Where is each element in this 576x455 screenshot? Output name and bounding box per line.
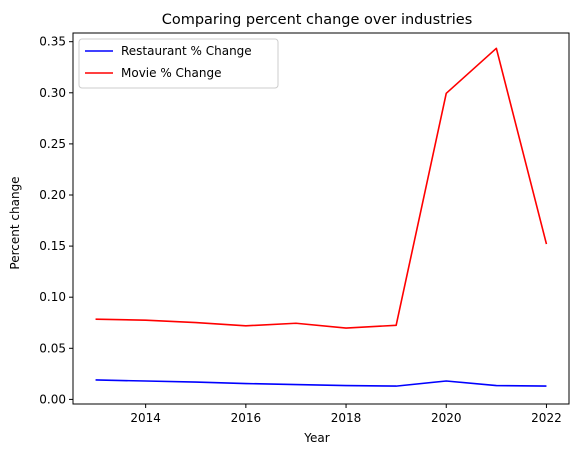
y-axis-label: Percent change [8, 176, 22, 269]
chart-title: Comparing percent change over industries [162, 12, 473, 28]
x-tick-label: 2018 [331, 411, 362, 425]
y-tick-label: 0.35 [39, 35, 66, 49]
y-tick-label: 0.20 [39, 188, 66, 202]
x-tick-label: 2022 [531, 411, 562, 425]
x-tick-label: 2016 [231, 411, 262, 425]
x-tick-label: 2014 [130, 411, 161, 425]
plot-area [96, 48, 547, 386]
y-axis: 0.00 0.05 0.10 0.15 0.20 0.25 0.30 0.35 [39, 35, 73, 407]
x-tick-label: 2020 [431, 411, 462, 425]
y-tick-label: 0.10 [39, 290, 66, 304]
legend-label: Movie % Change [121, 66, 222, 80]
legend: Restaurant % Change Movie % Change [79, 39, 278, 88]
plot-frame [73, 33, 569, 404]
y-tick-label: 0.15 [39, 239, 66, 253]
y-tick-label: 0.25 [39, 137, 66, 151]
movie-change-line [96, 48, 547, 328]
x-axis: 2014 2016 2018 2020 2022 [130, 404, 561, 425]
x-axis-label: Year [303, 431, 329, 445]
legend-label: Restaurant % Change [121, 44, 252, 58]
y-tick-label: 0.05 [39, 341, 66, 355]
restaurant-change-line [96, 380, 547, 386]
y-tick-label: 0.30 [39, 86, 66, 100]
y-tick-label: 0.00 [39, 392, 66, 406]
